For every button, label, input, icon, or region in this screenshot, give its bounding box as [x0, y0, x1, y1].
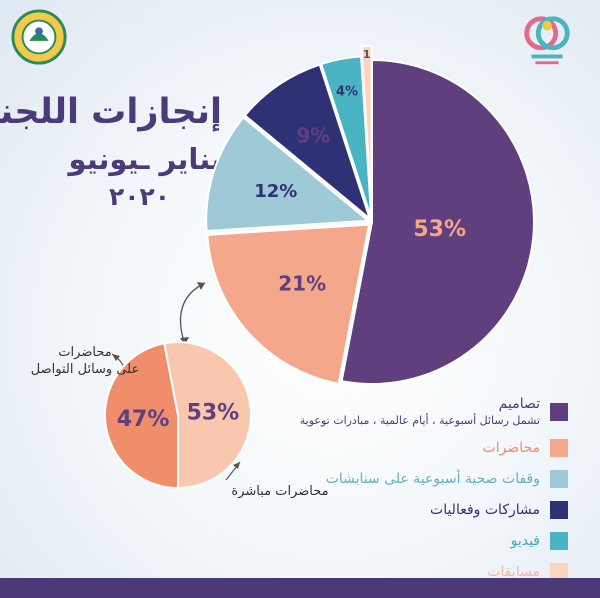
legend-item-5: مسابقات	[268, 561, 568, 583]
main-data-label-0: 53%	[413, 217, 466, 242]
main-slice-1	[206, 223, 371, 385]
main-slice-5	[360, 45, 373, 209]
sub-data-label-0: 47%	[117, 407, 170, 432]
legend-swatch-4	[550, 532, 568, 550]
legend-text-4: فيديو	[511, 533, 540, 550]
main-data-label-2: 12%	[254, 181, 297, 202]
legend-swatch-0	[550, 403, 568, 421]
legend-label-5: مسابقات	[487, 563, 540, 580]
legend-label-4: فيديو	[510, 532, 540, 549]
legend-sublabel-0: تشمل رسائل أسبوعية ، أيام عالمية ، مبادر…	[299, 414, 540, 427]
main-slice-2	[205, 116, 371, 233]
main-slice-0	[340, 58, 535, 385]
right-label-pointer-head	[233, 462, 240, 469]
legend-swatch-1	[550, 439, 568, 457]
sub-label-online-line2: على وسائل التواصل	[30, 362, 140, 377]
connector-arrowhead-end	[197, 282, 205, 290]
period-subtitle: يناير ـيونيو	[68, 142, 222, 176]
page-title: إنجازات اللجنة	[0, 92, 222, 132]
legend-text-2: وقفات صحية أسبوعية على سنابشات	[326, 471, 540, 488]
association-emblem-logo	[11, 9, 67, 65]
main-data-label-5: 1	[363, 48, 371, 61]
legend-label-0: تصاميم	[498, 396, 540, 412]
connector-arrowhead-start	[180, 337, 189, 345]
sub-slice-1	[163, 341, 252, 490]
sub-label-direct: محاضرات مباشرة	[231, 484, 329, 499]
legend-label-2: وقفات صحية أسبوعية على سنابشات	[325, 470, 540, 487]
legend-item-3: مشاركات وفعاليات	[268, 499, 568, 521]
legend-swatch-5	[550, 563, 568, 581]
legend-item-4: فيديو	[268, 530, 568, 552]
connector-arrow	[179, 282, 206, 346]
sub-slice-0	[104, 342, 179, 490]
year-label: ٢٠٢٠	[108, 182, 170, 211]
legend-text-3: مشاركات وفعاليات	[430, 502, 540, 519]
legend-label-3: مشاركات وفعاليات	[430, 501, 540, 518]
legend-item-0: تصاميم تشمل رسائل أسبوعية ، أيام عالمية ،…	[268, 396, 568, 428]
legend-item-1: محاضرات	[268, 437, 568, 459]
bottom-bar	[0, 578, 600, 598]
legend-swatch-2	[550, 470, 568, 488]
legend-text-1: محاضرات	[483, 440, 540, 457]
legend-label-1: محاضرات	[482, 439, 540, 456]
main-slice-3	[243, 63, 372, 222]
sub-label-online-line1: محاضرات	[58, 345, 112, 360]
legend-text-0: تصاميم تشمل رسائل أسبوعية ، أيام عالمية ،…	[300, 396, 540, 428]
main-data-label-3: 9%	[296, 124, 330, 148]
legend-text-5: مسابقات	[487, 564, 540, 581]
sub-data-label-1: 53%	[187, 400, 240, 425]
sub-label-online: محاضرات على وسائل التواصل	[20, 344, 150, 378]
health-committee-logo	[524, 16, 570, 65]
main-data-label-1: 21%	[278, 272, 326, 296]
legend-swatch-3	[550, 501, 568, 519]
main-data-label-4: 4%	[336, 84, 358, 99]
left-label-pointer-head	[112, 354, 120, 361]
legend-item-2: وقفات صحية أسبوعية على سنابشات	[268, 468, 568, 490]
chart-legend: تصاميم تشمل رسائل أسبوعية ، أيام عالمية ،…	[268, 396, 568, 592]
